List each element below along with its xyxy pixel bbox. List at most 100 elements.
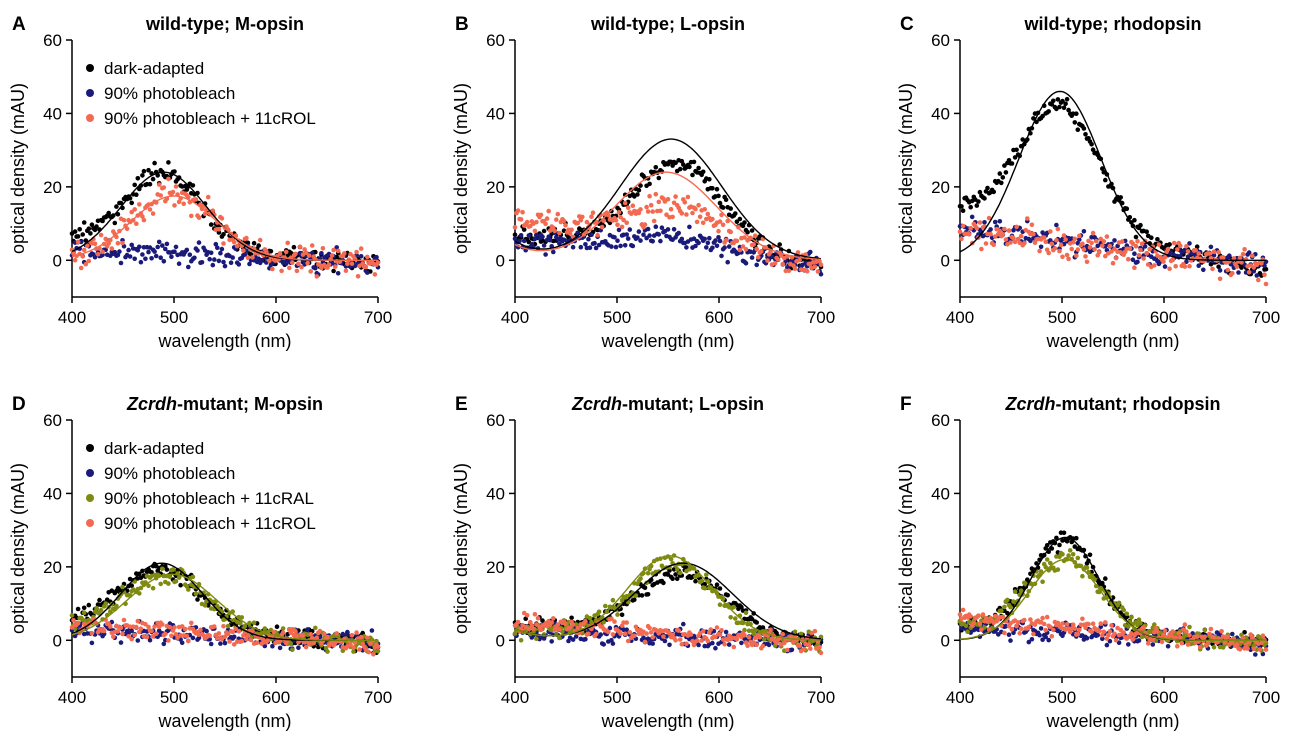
data-point	[1251, 269, 1257, 274]
data-point	[515, 208, 521, 213]
data-point	[587, 615, 593, 621]
data-point	[667, 568, 672, 573]
data-point	[575, 625, 580, 631]
data-point	[305, 260, 310, 266]
data-point	[1008, 604, 1013, 610]
data-point	[81, 610, 87, 615]
data-point	[699, 638, 704, 643]
data-point	[1075, 247, 1081, 252]
data-point	[1060, 254, 1065, 260]
data-point	[612, 235, 617, 240]
data-point	[795, 250, 801, 255]
data-point	[1196, 263, 1201, 269]
data-point	[1104, 636, 1110, 641]
data-point	[208, 222, 214, 227]
data-point	[140, 252, 145, 257]
data-point	[1234, 264, 1240, 270]
data-point	[228, 260, 234, 266]
data-point	[555, 211, 561, 217]
data-point	[992, 613, 998, 619]
data-point	[72, 257, 78, 263]
data-point	[1040, 637, 1045, 642]
data-point	[160, 622, 165, 627]
data-point	[1043, 627, 1048, 633]
data-point	[1152, 263, 1157, 268]
data-point	[1227, 253, 1232, 258]
data-point	[299, 264, 304, 270]
data-point	[280, 626, 286, 631]
data-point	[1121, 607, 1126, 613]
data-point	[81, 220, 87, 225]
data-point	[1063, 237, 1068, 242]
data-point	[1237, 255, 1243, 261]
data-point	[540, 618, 545, 623]
data-point	[146, 583, 151, 589]
legend-label: 90% photobleach	[104, 84, 235, 103]
data-point	[563, 223, 568, 228]
data-point	[1243, 642, 1249, 647]
data-point	[1095, 243, 1100, 249]
data-point	[589, 214, 594, 219]
data-point	[957, 229, 963, 235]
data-point	[325, 634, 330, 640]
data-point	[149, 628, 154, 634]
data-point	[124, 226, 130, 232]
data-point	[270, 266, 275, 272]
data-point	[740, 244, 746, 249]
data-point	[207, 633, 212, 638]
data-point	[1037, 248, 1042, 254]
data-point	[1057, 248, 1062, 254]
data-point	[679, 642, 685, 647]
x-tick-label: 400	[58, 308, 86, 327]
data-point	[1216, 264, 1221, 270]
data-point	[1242, 247, 1247, 252]
data-point	[635, 235, 640, 240]
data-point	[621, 217, 626, 223]
data-point	[1057, 104, 1062, 110]
data-point	[1038, 626, 1044, 631]
data-point	[704, 245, 709, 250]
data-point	[1086, 621, 1091, 627]
data-point	[1054, 237, 1059, 243]
data-point	[1025, 577, 1030, 582]
data-point	[684, 212, 689, 217]
data-point	[760, 643, 766, 649]
data-point	[94, 605, 99, 611]
panel-letter: A	[12, 14, 26, 35]
data-point	[677, 570, 683, 576]
data-point	[618, 243, 623, 249]
data-point	[1251, 646, 1257, 651]
data-point	[222, 263, 228, 269]
data-point	[1211, 645, 1217, 650]
x-axis-label: wavelength (nm)	[1045, 331, 1179, 351]
data-point	[1113, 637, 1119, 643]
data-point	[129, 200, 134, 206]
data-point	[1248, 632, 1253, 637]
data-point	[190, 183, 196, 188]
data-point	[997, 171, 1003, 176]
data-point	[1162, 264, 1168, 269]
x-tick-label: 600	[1150, 308, 1178, 327]
data-point	[583, 242, 588, 247]
data-point	[1083, 625, 1088, 631]
data-point	[645, 570, 651, 576]
data-point	[786, 268, 792, 274]
data-point	[141, 217, 147, 223]
data-point	[674, 576, 680, 581]
data-point	[239, 615, 245, 620]
data-point	[1171, 240, 1177, 246]
data-point	[186, 264, 191, 270]
data-point	[645, 226, 651, 232]
data-point	[1182, 622, 1188, 627]
data-point	[648, 630, 654, 635]
data-point	[1087, 552, 1093, 558]
data-point	[1132, 217, 1137, 223]
panel-d: D Zcrdh-mutant; M-opsin 0 20 40 60 400 500 600 70…	[8, 394, 392, 731]
data-point	[725, 259, 730, 265]
data-point	[1083, 254, 1088, 259]
data-point	[601, 642, 606, 647]
data-point	[1112, 246, 1117, 252]
data-point	[1031, 631, 1036, 637]
data-point	[818, 262, 824, 268]
data-point	[75, 239, 81, 245]
